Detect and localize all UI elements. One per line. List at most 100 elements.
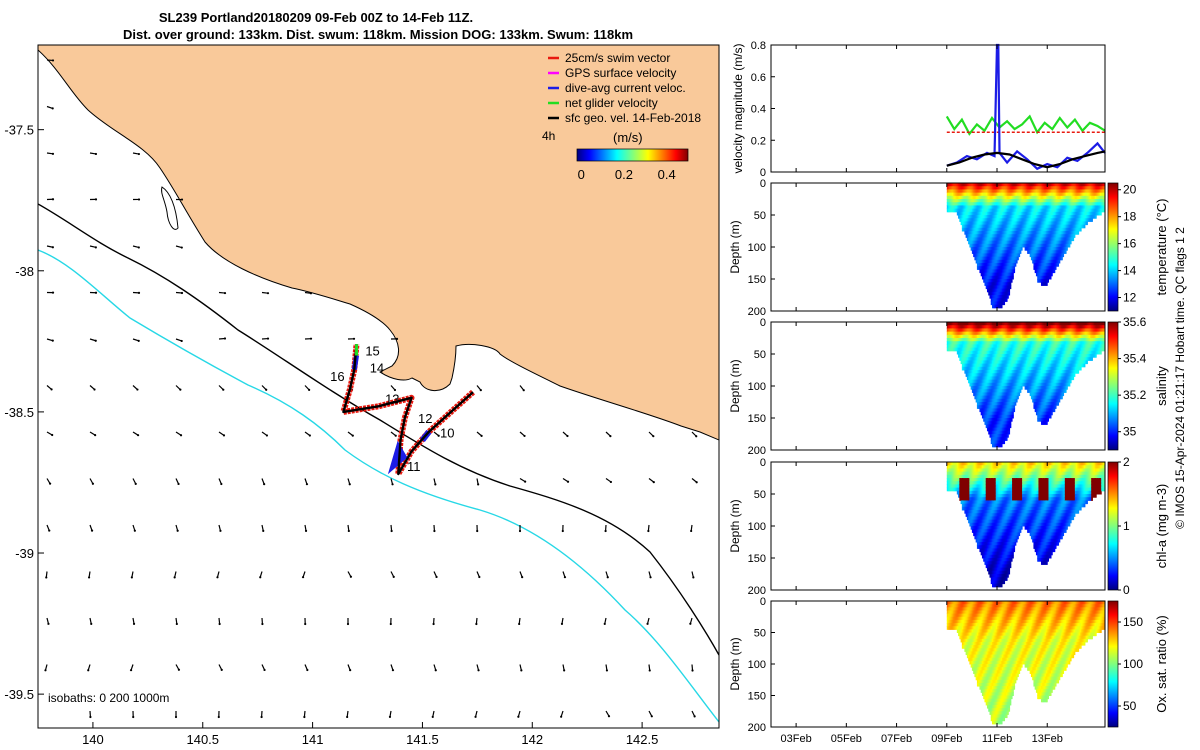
heatmap-cell [997, 208, 999, 213]
heatmap-cell [1033, 199, 1036, 203]
heatmap-cell [949, 195, 952, 200]
heatmap-cell [1010, 279, 1013, 283]
heatmap-cell [1019, 240, 1022, 245]
velocity-arrow-head [605, 669, 609, 672]
heatmap-cell [983, 186, 985, 190]
heatmap-cell [976, 263, 979, 267]
heatmap-cell [1048, 275, 1051, 280]
heatmap-cell [1038, 259, 1041, 264]
velocity-arrow-head [347, 529, 350, 533]
heatmap-cell [964, 202, 967, 206]
heatmap-cell [1039, 202, 1042, 206]
heatmap-cell [989, 263, 992, 267]
heatmap-cell [983, 199, 985, 203]
heatmap-cell [990, 247, 993, 251]
heatmap-cell [973, 208, 975, 213]
heatmap-cell [979, 199, 982, 203]
heatmap-cell [1014, 205, 1017, 210]
heatmap-cell [1054, 221, 1057, 226]
heatmap-cell [991, 205, 994, 210]
heatmap-cell [969, 215, 972, 219]
heatmap-cell [997, 183, 999, 187]
heatmap-cell [1037, 215, 1039, 219]
heatmap-cell [1051, 195, 1053, 200]
heatmap-cell [1053, 259, 1056, 264]
heatmap-cell [1023, 199, 1026, 203]
heatmap-cell [964, 218, 967, 222]
heatmap-cell [997, 202, 999, 206]
heatmap-cell [1003, 183, 1006, 187]
heatmap-cell [1028, 243, 1031, 248]
heatmap-cell [1025, 183, 1028, 187]
heatmap-cell [960, 189, 963, 194]
heatmap-cell [960, 215, 963, 219]
heatmap-cell [1003, 202, 1006, 206]
heatmap-cell [981, 183, 984, 187]
heatmap-cell [1004, 202, 1007, 206]
heatmap-cell [978, 186, 980, 190]
heatmap-cell [1028, 183, 1031, 187]
heatmap-cell [993, 253, 996, 258]
heatmap-cell [980, 269, 983, 274]
heatmap-cell [1010, 183, 1013, 187]
heatmap-cell [1052, 234, 1055, 238]
heatmap-cell [1045, 205, 1048, 210]
heatmap-cell [949, 202, 952, 206]
day-label: 13 [385, 391, 399, 406]
velocity-arrow-head [523, 434, 526, 438]
heatmap-cell [1023, 227, 1026, 232]
heatmap-cell [971, 215, 974, 219]
heatmap-cell [1047, 224, 1049, 229]
heatmap-cell [958, 202, 960, 206]
heatmap-cell [984, 195, 987, 200]
heatmap-cell [1029, 253, 1032, 258]
heatmap-cell [979, 208, 982, 213]
heatmap-cell [1039, 247, 1042, 251]
heatmap-cell [973, 205, 975, 210]
heatmap-cell [998, 285, 1001, 290]
velocity-arrow-head [518, 529, 522, 533]
heatmap-cell [993, 205, 996, 210]
heatmap-cell [1007, 215, 1009, 219]
heatmap-cell [1047, 266, 1049, 270]
heatmap-cell [1045, 227, 1048, 232]
heatmap-cell [1007, 291, 1009, 296]
heatmap-cell [1025, 202, 1028, 206]
velocity-arrow-head [431, 715, 434, 718]
heatmap-cell [1008, 263, 1011, 267]
heatmap-cell [999, 240, 1002, 245]
heatmap-cell [1003, 237, 1006, 242]
velocity-arrow-head [308, 434, 311, 437]
heatmap-cell [1048, 247, 1051, 251]
heatmap-cell [1040, 186, 1043, 190]
heatmap-cell [1048, 202, 1051, 206]
heatmap-cell [1017, 237, 1019, 242]
heatmap-cell [981, 237, 984, 242]
heatmap-cell [1003, 440, 1006, 445]
heatmap-cell [994, 211, 997, 216]
velocity-arrow-head [433, 529, 436, 533]
colorbar-gradient [1107, 182, 1119, 312]
heatmap-cell [1027, 208, 1029, 213]
heatmap-cell [1052, 256, 1055, 261]
heatmap-cell [999, 285, 1002, 290]
heatmap-cell [1049, 186, 1052, 190]
heatmap-cell [1048, 227, 1051, 232]
heatmap-cell [1009, 215, 1012, 219]
heatmap-cell [1053, 224, 1056, 229]
heatmap-cell [1020, 240, 1023, 245]
heatmap-cell [1009, 240, 1012, 245]
heatmap-cell [1022, 189, 1024, 194]
heatmap-cell [986, 221, 989, 226]
heatmap-cell [1005, 211, 1008, 216]
heatmap-cell [1025, 243, 1028, 248]
heatmap-cell [963, 186, 965, 190]
heatmap-cell [1038, 192, 1041, 197]
heatmap-cell [1013, 231, 1016, 235]
colorbar-tick-label: 0 [578, 167, 585, 182]
heatmap-cell [1007, 285, 1009, 290]
heatmap-cell [1030, 243, 1033, 248]
heatmap-cell [971, 183, 974, 187]
heatmap-cell [990, 189, 993, 194]
